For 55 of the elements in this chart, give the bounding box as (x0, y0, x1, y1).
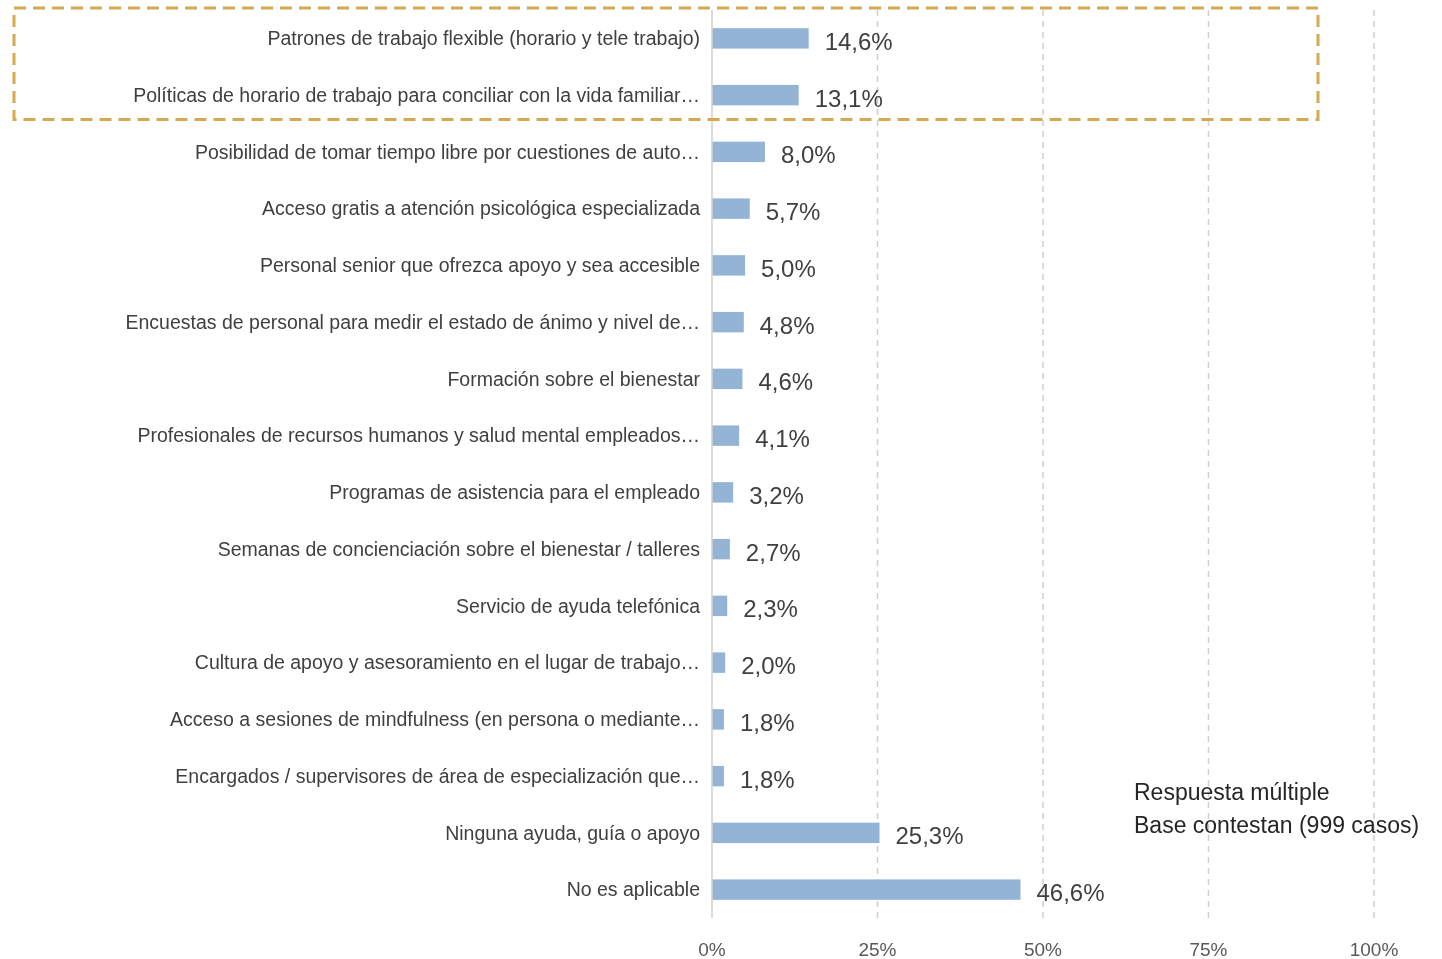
data-label: 5,7% (765, 198, 821, 226)
x-tick-label: 75% (1189, 939, 1228, 959)
y-tick-label: Acceso gratis a atención psicológica especializada (262, 197, 701, 220)
y-tick-label: Servicio de ayuda telefónica (456, 594, 701, 617)
y-tick-label: No es aplicable (566, 878, 700, 901)
bar (712, 652, 726, 673)
data-label: 1,8% (739, 708, 795, 736)
y-tick-label: Personal senior que ofrezca apoyo y sea accesible (259, 254, 700, 277)
annotation: Respuesta múltiple (1134, 779, 1330, 806)
bar (712, 255, 746, 276)
data-label: 13,1% (814, 84, 883, 112)
data-label: 4,1% (755, 425, 810, 453)
x-tick-label: 25% (858, 939, 897, 959)
y-tick-label: Políticas de horario de trabajo para conciliar con la vida familiar… (133, 83, 700, 106)
bar (712, 141, 765, 163)
data-label: 2,3% (743, 595, 798, 623)
data-label: 2,7% (745, 538, 801, 566)
bar (712, 538, 730, 560)
y-tick-label: Cultura de apoyo y asesoramiento en el lugar de trabajo… (194, 651, 700, 674)
bar (712, 482, 734, 503)
bar (712, 425, 740, 446)
data-label: 3,2% (749, 481, 804, 509)
y-tick-label: Encargados / supervisores de área de especialización que… (175, 764, 700, 787)
y-tick-label: Acceso a sesiones de mindfulness (en persona o mediante… (169, 708, 700, 731)
y-tick-label: Posibilidad de tomar tiempo libre por cuestiones de auto… (194, 140, 700, 163)
bar (712, 765, 724, 787)
x-tick-label: 50% (1023, 939, 1063, 959)
bar (712, 879, 1021, 900)
bar (712, 311, 744, 333)
y-tick-label: Encuestas de personal para medir el estado de ánimo y nivel de… (125, 310, 700, 333)
data-label: 14,6% (824, 27, 893, 55)
x-tick-label: 0% (698, 939, 726, 959)
bar (712, 709, 724, 730)
data-label: 4,8% (759, 311, 815, 339)
y-tick-label: Patrones de trabajo flexible (horario y tele trabajo) (267, 27, 700, 50)
y-tick-label: Formación sobre el bienestar (447, 367, 701, 390)
bar (712, 368, 743, 390)
bar (712, 84, 799, 106)
y-tick-label: Programas de asistencia para el empleado (329, 481, 701, 504)
data-label: 46,6% (1036, 879, 1105, 907)
bar (712, 822, 880, 844)
data-label: 1,8% (739, 765, 795, 793)
data-label: 25,3% (895, 822, 964, 850)
data-label: 8,0% (780, 141, 836, 169)
data-label: 2,0% (741, 652, 796, 680)
y-tick-label: Semanas de concienciación sobre el bienestar / talleres (217, 537, 701, 560)
y-tick-label: Ninguna ayuda, guía o apoyo (445, 821, 701, 844)
x-tick-label: 100% (1349, 939, 1399, 959)
annotation: Base contestan (999 casos) (1134, 812, 1420, 839)
data-label: 4,6% (758, 368, 814, 396)
bar (712, 198, 750, 219)
y-tick-label: Profesionales de recursos humanos y salud mental empleados… (137, 424, 700, 447)
bar (712, 595, 728, 617)
data-label: 5,0% (761, 254, 816, 282)
bar (712, 28, 809, 49)
